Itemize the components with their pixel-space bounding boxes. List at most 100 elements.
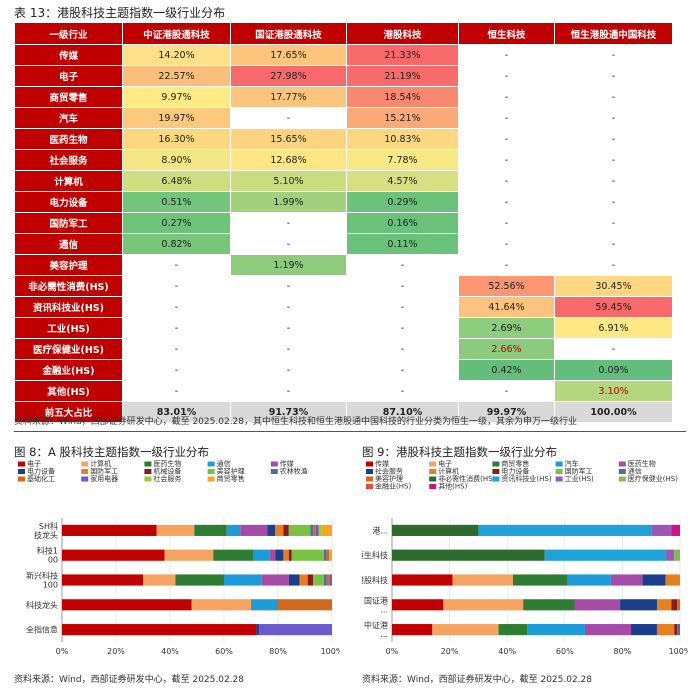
table-cell: -: [554, 170, 673, 192]
column-header: 国证港股通科技: [230, 22, 347, 45]
bar-segment: [674, 624, 678, 636]
section-divider: [14, 431, 686, 432]
legend-swatch: [492, 469, 500, 474]
bar-segment: [443, 599, 524, 611]
row-label: 社会服务: [14, 149, 123, 171]
bar-segment: [392, 574, 453, 586]
table-cell: 0.51%: [122, 191, 231, 213]
table-cell: -: [230, 359, 347, 381]
row-label: 美容护理: [14, 254, 123, 276]
bar-segment: [283, 549, 289, 561]
table-cell: -: [458, 44, 555, 66]
y-category-label: 国证港...: [364, 595, 388, 614]
bar-segment: [194, 524, 227, 536]
bar-segment: [657, 599, 672, 611]
table-cell: 17.77%: [230, 86, 347, 108]
legend-label: 基础化工: [27, 474, 55, 483]
bar-segment: [267, 524, 276, 536]
table-cell: -: [122, 338, 231, 360]
x-tick-label: 60%: [556, 647, 574, 656]
legend-label: 农林牧渔: [280, 467, 308, 476]
legend-swatch: [18, 469, 25, 474]
table-cell: -: [554, 254, 673, 276]
bar-segment: [498, 624, 528, 636]
x-tick-label: 80%: [614, 647, 632, 656]
x-tick-label: 80%: [269, 647, 287, 656]
table-row: 社会服务 8.90% 12.68% 7.78% - -: [14, 149, 673, 171]
table-cell: 6.48%: [122, 170, 231, 192]
table-cell: -: [458, 107, 555, 129]
bar-segment: [288, 549, 292, 561]
y-category-label: 科技1 00: [37, 546, 58, 565]
legend-label: 金融业(HS): [375, 482, 411, 491]
legend-label: 社会服务: [153, 474, 181, 483]
legend-label: 美容护理: [217, 467, 245, 476]
table-row: 医药生物 16.30% 15.65% 10.83% - -: [14, 128, 673, 150]
bar-segment: [584, 624, 632, 636]
table-cell: 0.09%: [554, 359, 673, 381]
row-label: 资讯科技业(HS): [14, 296, 123, 318]
legend-swatch: [144, 461, 152, 467]
table-cell: -: [346, 275, 459, 297]
figure9-title: 图 9：港股科技主题指数一级行业分布: [362, 445, 557, 459]
legend-swatch: [18, 461, 25, 467]
table-cell: -: [122, 254, 231, 276]
bar-segment: [288, 524, 311, 536]
table-cell: 27.98%: [230, 65, 347, 87]
table-cell: 18.54%: [346, 86, 459, 108]
bar-segment: [321, 524, 332, 536]
table-cell: 9.97%: [122, 86, 231, 108]
row-label: 国防军工: [14, 212, 123, 234]
bar-segment: [329, 574, 332, 586]
bar-segment: [288, 574, 300, 586]
y-category-label: 科技龙头: [26, 600, 58, 610]
legend-swatch: [144, 469, 152, 474]
legend-swatch: [18, 476, 25, 482]
legend-label: 电子: [27, 460, 41, 468]
summary-cell: 99.97%: [458, 401, 555, 423]
x-tick-label: 0%: [386, 647, 399, 656]
table-row: 金融业(HS) - - -0.42% 0.09%: [14, 359, 673, 381]
table-cell: -: [122, 275, 231, 297]
table-cell: 14.20%: [122, 44, 231, 66]
table-title: 表 13：港股科技主题指数一级行业分布: [14, 6, 226, 20]
table-row: 商贸零售 9.97% 17.77% 18.54% - -: [14, 86, 673, 108]
table-cell: -: [230, 107, 347, 129]
bar-segment: [512, 574, 568, 586]
legend-swatch: [492, 461, 500, 467]
x-tick-label: 60%: [215, 647, 233, 656]
table-cell: -: [346, 359, 459, 381]
bar-segment: [318, 524, 322, 536]
table-cell: 19.97%: [122, 107, 231, 129]
bar-segment: [251, 599, 278, 611]
bar-segment: [261, 574, 289, 586]
bar-segment: [283, 524, 289, 536]
bar-segment: [392, 524, 479, 536]
legend-label: 国防军工: [90, 467, 118, 476]
table-cell: 7.78%: [346, 149, 459, 171]
column-header: 一级行业: [14, 22, 123, 45]
legend-swatch: [555, 469, 563, 474]
bar-segment: [651, 524, 672, 536]
legend-swatch: [618, 476, 626, 482]
table-cell: -: [346, 338, 459, 360]
table-cell: -: [554, 338, 673, 360]
table-cell: -: [346, 254, 459, 276]
table-cell: -: [346, 296, 459, 318]
table-cell: 21.19%: [346, 65, 459, 87]
table-cell: 16.30%: [122, 128, 231, 150]
table-cell: -: [554, 212, 673, 234]
bar-segment: [642, 574, 666, 586]
table-cell: 1.19%: [230, 254, 347, 276]
legend-swatch: [429, 476, 437, 482]
table-cell: 22.57%: [122, 65, 231, 87]
bar-segment: [671, 524, 680, 536]
bar-segment: [224, 574, 262, 586]
legend-label: 电子: [438, 460, 452, 468]
bar-segment: [313, 574, 324, 586]
table-cell: 2.66%: [458, 338, 555, 360]
bar-segment: [392, 599, 444, 611]
legend-swatch: [366, 469, 373, 474]
